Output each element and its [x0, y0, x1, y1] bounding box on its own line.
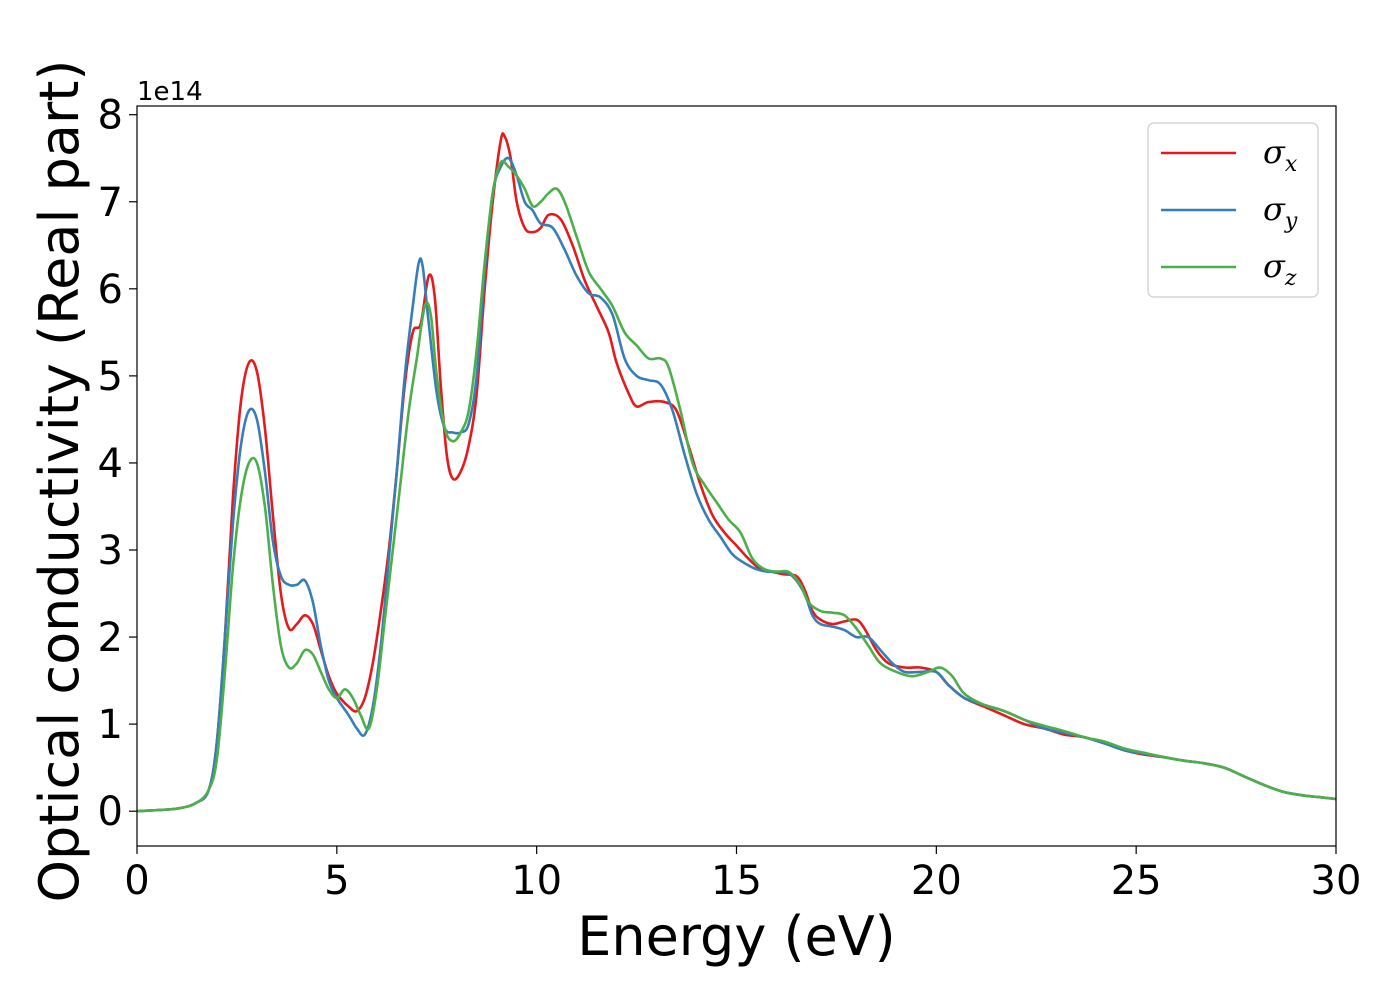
y-tick-label: 2 [98, 615, 123, 661]
y-tick-label: 7 [98, 180, 123, 226]
y-tick-label: 4 [98, 441, 123, 487]
plot-lines [136, 132, 1337, 813]
y-tick-label: 5 [98, 354, 123, 400]
y-axis: 0 1 2 3 4 5 6 7 8 [98, 93, 137, 835]
legend-label-z: σz [1263, 247, 1297, 291]
x-tick-label: 10 [511, 858, 562, 904]
series-line-sigma-x [136, 132, 1337, 813]
x-tick-label: 30 [1311, 858, 1362, 904]
x-axis: 0 5 10 15 20 25 30 [124, 846, 1361, 904]
y-offset-text: 1e14 [137, 77, 203, 107]
y-tick-label: 0 [98, 789, 123, 835]
x-tick-label: 15 [711, 858, 762, 904]
y-axis-label: Optical conductivity (Real part) [28, 60, 91, 903]
legend-label-y: σy [1263, 190, 1298, 234]
series-line-sigma-z [136, 159, 1337, 813]
y-tick-label: 1 [98, 702, 123, 748]
y-tick-label: 6 [98, 267, 123, 313]
x-tick-label: 20 [911, 858, 962, 904]
x-tick-label: 25 [1111, 858, 1162, 904]
y-tick-label: 8 [98, 93, 123, 139]
y-tick-label: 3 [98, 528, 123, 574]
legend: σx σy σz [1147, 122, 1319, 298]
x-axis-label: Energy (eV) [577, 905, 896, 968]
legend-label-x: σx [1263, 133, 1298, 177]
x-tick-label: 0 [124, 858, 149, 904]
x-tick-label: 5 [324, 858, 349, 904]
